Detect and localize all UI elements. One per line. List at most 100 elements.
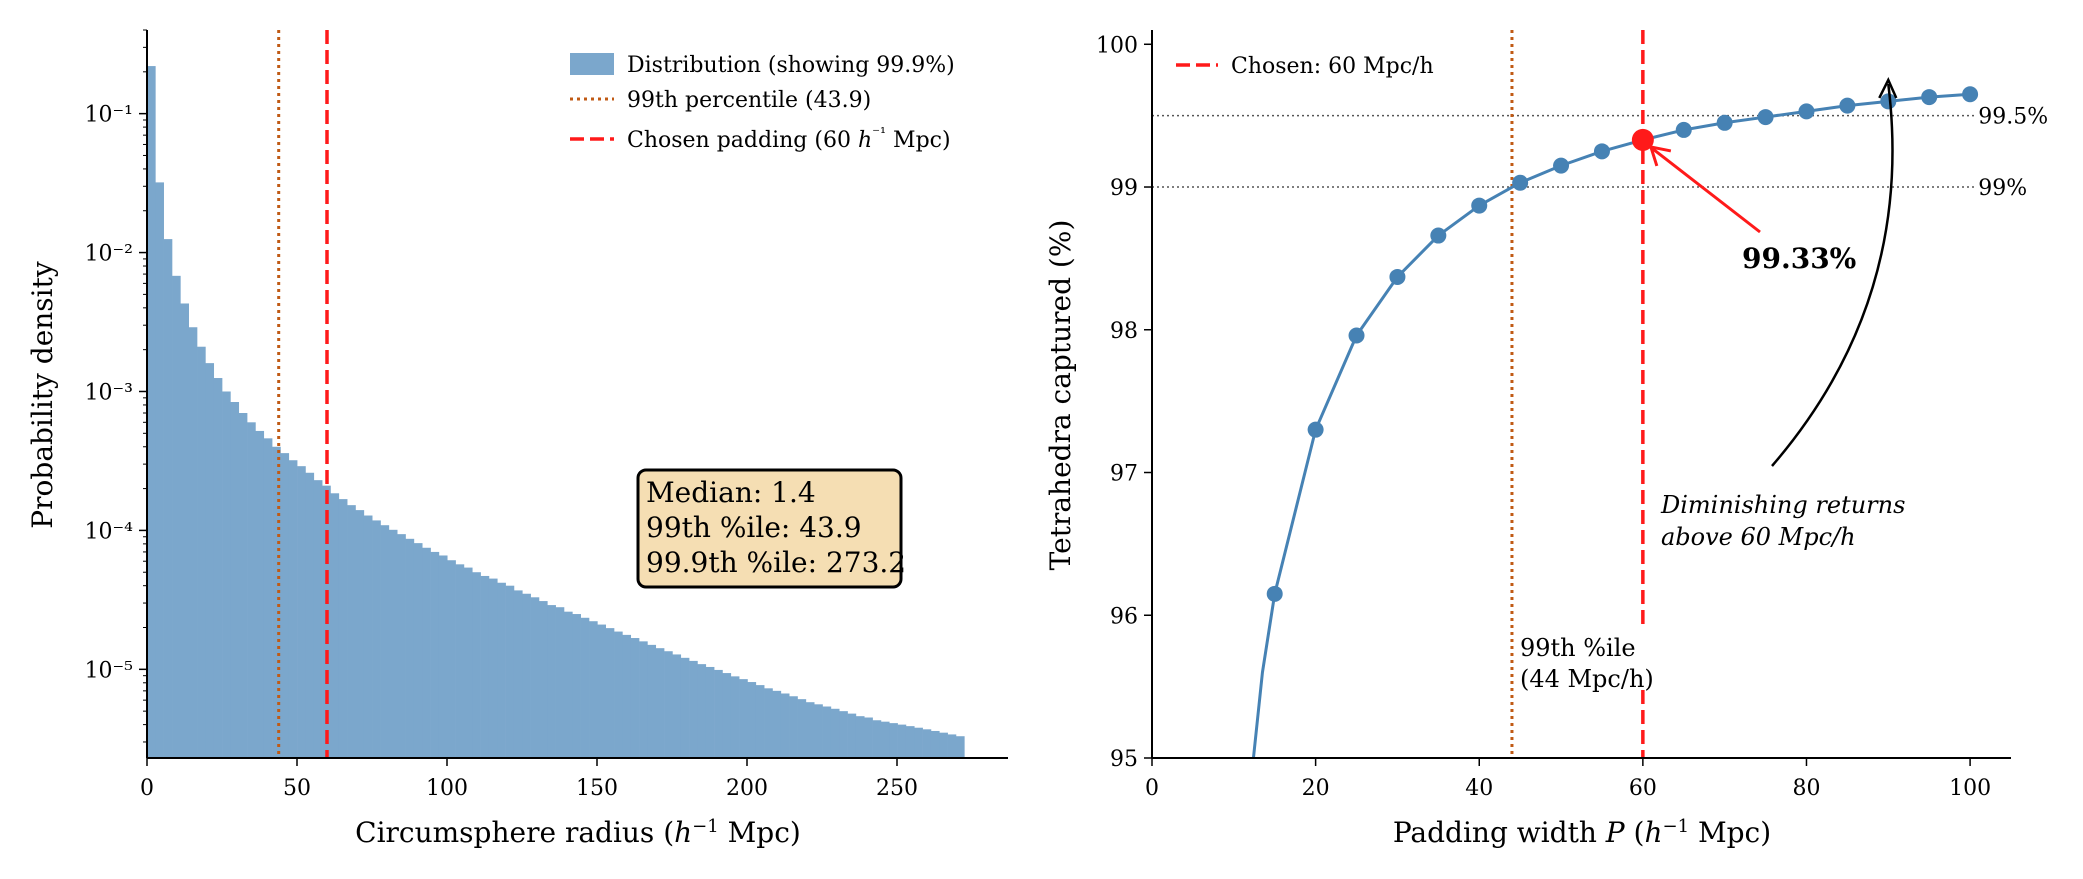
histogram-bar: [513, 590, 523, 758]
reference-hline-label: 99%: [1978, 176, 2027, 201]
capture-x-tick-label: 60: [1629, 776, 1657, 801]
histogram-bar: [605, 628, 615, 758]
histogram-bar: [188, 327, 198, 758]
histogram-bar: [789, 696, 798, 758]
capture-point: [1757, 109, 1774, 126]
histogram-bar: [772, 690, 782, 758]
histogram-bar: [839, 711, 848, 758]
histogram-bar: [589, 621, 598, 758]
histogram-bar: [647, 644, 657, 758]
histogram-y-tick-label: 10⁻⁴: [85, 519, 134, 544]
histogram-bar: [680, 657, 690, 758]
histogram-y-tick-label: 10⁻⁵: [85, 658, 133, 683]
capture-y-ticks: 95 96 97 98 99 100: [1096, 33, 1152, 772]
histogram-bar: [780, 693, 790, 758]
capture-x-tick-label: 20: [1302, 776, 1330, 801]
histogram-bar: [347, 505, 356, 758]
histogram-bar: [522, 593, 531, 758]
histogram-bar: [580, 617, 590, 758]
capture-x-axis-label: Padding width P (h−1 Mpc): [1393, 816, 1771, 850]
histogram-bar: [689, 660, 698, 758]
histogram-bar: [564, 611, 573, 758]
histogram-bar: [630, 638, 640, 758]
capture-curve-panel: 99.5% 99% 99th %ile (44 Mpc/h) 0 20 40 60 80 10…: [1044, 30, 2048, 849]
capture-point: [1307, 421, 1324, 438]
histogram-bar: [905, 726, 915, 758]
histogram-bar: [538, 601, 548, 758]
capture-x-tick-label: 0: [1145, 776, 1159, 801]
legend-label-chosen: Chosen: 60 Mpc/h: [1231, 54, 1434, 79]
capture-point: [1839, 97, 1856, 114]
capture-point: [1798, 103, 1815, 120]
histogram-bar: [664, 651, 673, 758]
histogram-bar: [305, 472, 315, 758]
histogram-bar: [380, 525, 390, 758]
histogram-bar: [922, 729, 932, 758]
histogram-bar: [272, 446, 281, 758]
capture-x-tick-label: 40: [1465, 776, 1493, 801]
capture-point: [1716, 114, 1733, 131]
histogram-bar: [572, 614, 581, 758]
histogram-x-tick-label: 0: [140, 776, 154, 801]
diminishing-returns-label: above 60 Mpc/h: [1661, 523, 1856, 551]
histogram-bar: [155, 182, 164, 758]
histogram-bar: [872, 720, 882, 758]
capture-y-tick-label: 99: [1110, 176, 1138, 201]
histogram-bar: [230, 402, 240, 758]
percentile-line-label: (44 Mpc/h): [1520, 665, 1654, 693]
capture-y-tick-label: 96: [1110, 604, 1138, 629]
diminishing-returns-label: Diminishing returns: [1660, 491, 1905, 519]
diminishing-returns-arrow-head: [1878, 77, 1898, 99]
histogram-bar: [722, 673, 732, 758]
histogram-bar: [597, 624, 606, 758]
histogram-bar: [672, 654, 682, 758]
capture-x-ticks: 0 20 40 60 80 100: [1145, 758, 1991, 801]
histogram-y-tick-label: 10⁻²: [85, 242, 133, 267]
histogram-bar: [313, 480, 323, 758]
histogram-bar: [614, 631, 623, 758]
histogram-bars: [147, 66, 965, 759]
histogram-bar: [205, 363, 215, 758]
capture-series: [1251, 86, 1979, 759]
histogram-bar: [855, 716, 865, 758]
capture-point: [1553, 157, 1570, 174]
histogram-bar: [622, 634, 632, 758]
histogram-bar: [864, 717, 873, 758]
histogram-bar: [388, 529, 398, 758]
histogram-bar: [213, 378, 223, 758]
histogram-bar: [430, 551, 440, 758]
histogram-bar: [372, 520, 381, 758]
histogram-bar: [488, 578, 498, 758]
capture-x-tick-label: 100: [1949, 776, 1991, 801]
histogram-bar: [455, 564, 465, 758]
histogram-x-tick-label: 100: [426, 776, 468, 801]
statistics-box: Median: 1.4 99th %ile: 43.9 99.9th %ile:…: [636, 468, 906, 589]
histogram-bar: [847, 713, 857, 758]
histogram-bar: [889, 723, 898, 758]
histogram-bar: [238, 413, 248, 758]
histogram-bar: [297, 466, 306, 758]
statistics-99-9th-percentile: 99.9th %ile: 273.2: [646, 546, 906, 579]
capture-point: [1962, 86, 1979, 103]
histogram-bar: [397, 534, 406, 758]
capture-x-tick-label: 80: [1792, 776, 1820, 801]
percentile-line-label: 99th %ile: [1520, 634, 1636, 662]
histogram-bar: [805, 702, 815, 758]
histogram-x-axis-label: Circumsphere radius (h−1 Mpc): [355, 816, 801, 850]
histogram-bar: [822, 706, 832, 758]
histogram-bar: [714, 669, 723, 758]
capture-y-tick-label: 98: [1110, 319, 1138, 344]
histogram-bar: [939, 732, 948, 758]
histogram-bar: [739, 679, 748, 758]
histogram-bar: [705, 666, 715, 758]
histogram-bar: [447, 560, 456, 758]
histogram-reference-lines: [277, 30, 329, 758]
histogram-bar: [747, 682, 757, 758]
highlight-arrow-shaft: [1651, 147, 1761, 234]
histogram-bar: [480, 575, 490, 758]
highlight-arrow-head: [1649, 145, 1672, 167]
capture-point: [1593, 143, 1610, 160]
statistics-99th-percentile: 99th %ile: 43.9: [646, 511, 862, 544]
statistics-box-frame: [636, 468, 903, 589]
